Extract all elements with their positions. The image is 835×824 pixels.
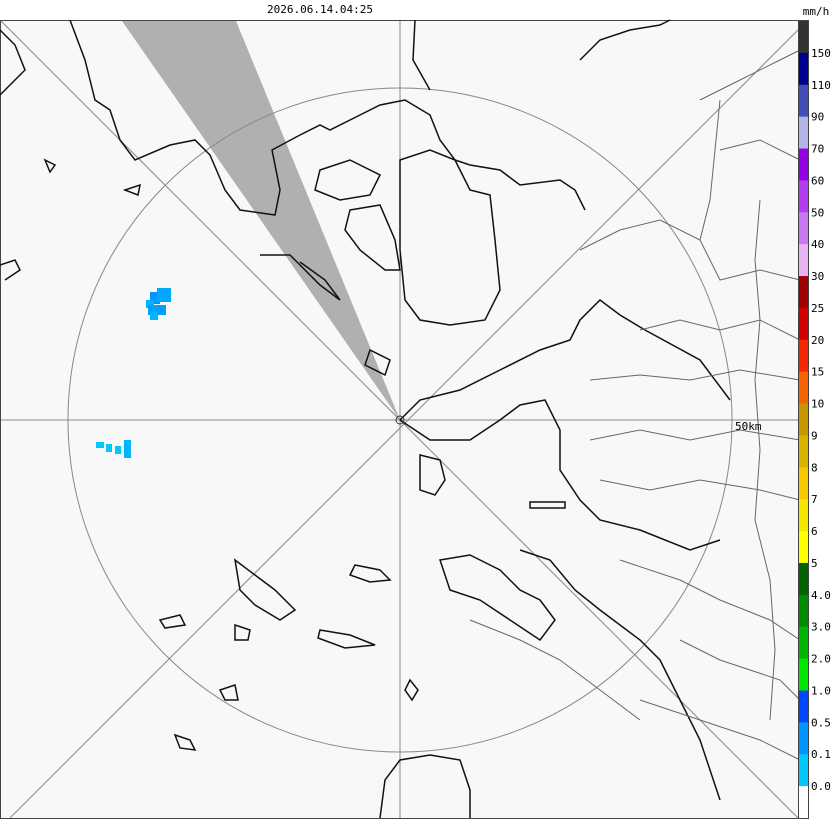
legend-label: 40	[811, 238, 824, 251]
legend-label: 10	[811, 398, 824, 411]
unit-label: mm/h	[803, 5, 830, 18]
legend-label: 20	[811, 334, 824, 347]
legend-label: 8	[811, 461, 818, 474]
color-legend: 150 110 90 70 60 50 40 30 25 20 15 10 9 8 7 6 5 4.0 3.0 2.0…	[798, 20, 831, 819]
legend-label: 70	[811, 143, 824, 156]
legend-label: 90	[811, 111, 824, 124]
legend-swatch	[799, 562, 808, 596]
legend-label: 6	[811, 525, 818, 538]
rain-cell	[96, 442, 104, 448]
legend-swatch	[799, 786, 808, 819]
legend-label: 30	[811, 270, 824, 283]
legend-swatch	[799, 626, 808, 660]
legend-swatch	[799, 307, 808, 341]
legend-swatch	[799, 180, 808, 213]
admin-borders	[469, 49, 801, 761]
legend-label: 25	[811, 302, 824, 315]
legend-swatch	[799, 435, 808, 468]
legend-swatch	[799, 244, 808, 277]
legend-swatch	[799, 371, 808, 405]
rain-cell	[157, 288, 171, 302]
rain-cell	[124, 440, 131, 458]
rain-cell	[150, 312, 158, 320]
legend-swatch	[799, 690, 808, 723]
legend-label: 150	[811, 47, 831, 60]
legend-swatch	[799, 84, 808, 118]
legend-swatch	[799, 531, 808, 564]
legend-swatch	[799, 403, 808, 436]
legend-label: 0.0	[811, 780, 831, 793]
rain-cell	[148, 305, 166, 315]
range-label: 50km	[735, 420, 762, 433]
legend-swatch	[799, 212, 808, 245]
legend-label: 7	[811, 493, 818, 506]
legend-label: 1.0	[811, 684, 831, 697]
rain-cell	[146, 300, 154, 308]
coastlines	[0, 19, 731, 819]
beam-blockage	[122, 21, 400, 420]
legend-label: 3.0	[811, 621, 831, 634]
rain-cell	[150, 292, 160, 304]
legend-swatch	[799, 339, 808, 373]
map: 50km	[0, 19, 808, 819]
timestamp: 2026.06.14.04:25	[267, 3, 373, 16]
legend-swatch	[799, 754, 808, 787]
legend-swatch	[799, 594, 808, 628]
legend-label: 9	[811, 429, 818, 442]
legend-swatch	[799, 148, 808, 181]
guide-line	[9, 20, 808, 819]
legend-swatch	[799, 722, 808, 755]
legend-label: 5	[811, 557, 818, 570]
radar-site	[395, 415, 405, 425]
legend-swatch	[799, 499, 808, 532]
legend-label: 0.5	[811, 716, 831, 729]
legend-label: 15	[811, 366, 824, 379]
legend-frame	[798, 20, 809, 819]
legend-swatch	[799, 52, 808, 86]
legend-label: 110	[811, 79, 831, 92]
precipitation	[96, 288, 171, 458]
legend-label: 0.1	[811, 748, 831, 761]
legend-label: 2.0	[811, 653, 831, 666]
legend-label: 60	[811, 174, 824, 187]
legend-swatch	[799, 658, 808, 691]
rain-cell	[106, 444, 112, 452]
legend-label: 50	[811, 206, 824, 219]
legend-swatch	[799, 276, 808, 309]
legend-label: 4.0	[811, 589, 831, 602]
legend-swatch	[799, 116, 808, 150]
rain-cell	[115, 446, 121, 454]
legend-swatch	[799, 21, 808, 54]
legend-swatch	[799, 467, 808, 500]
